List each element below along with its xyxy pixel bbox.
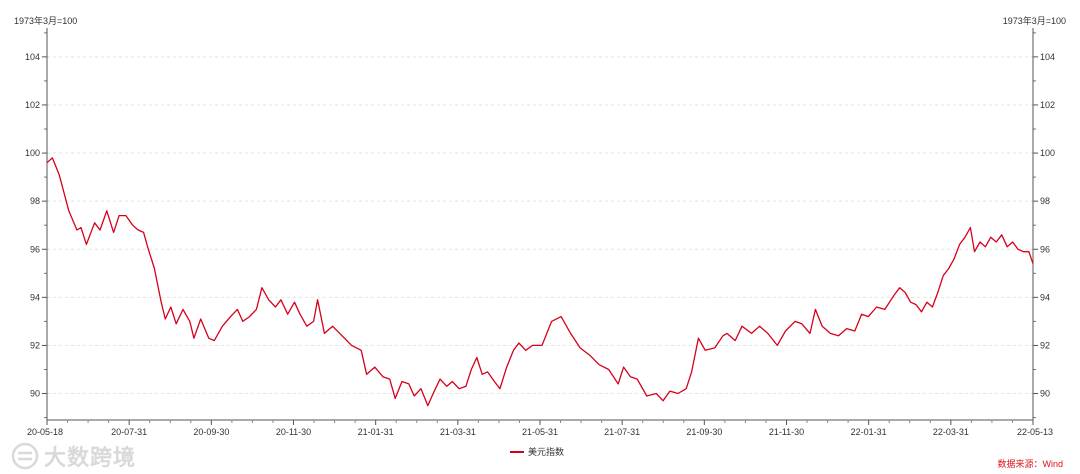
x-tick-label: 20-11-30 [276, 427, 311, 437]
source-note: 数据来源：Wind [997, 459, 1063, 469]
y-tick-label-left: 90 [30, 389, 40, 399]
y-tick-label-left: 96 [30, 244, 40, 254]
legend-swatch [510, 450, 524, 453]
x-tick-label: 22-01-31 [851, 427, 887, 437]
y-tick-label-left: 98 [30, 196, 40, 206]
watermark: 大数跨境 [10, 440, 136, 472]
y-tick-label-right: 100 [1040, 148, 1055, 158]
x-tick-label: 20-07-31 [111, 427, 147, 437]
x-tick-label: 21-07-31 [604, 427, 640, 437]
x-tick-label: 21-11-30 [769, 427, 804, 437]
y-tick-labels: 90 90 92 92 94 94 96 96 98 98 100 100 102 102 104 104 [25, 52, 1055, 399]
x-tick-label: 21-03-31 [440, 427, 476, 437]
x-tick-label: 21-05-31 [522, 427, 558, 437]
y-unit-right: 1973年3月=100 [1002, 16, 1066, 26]
grid-lines [47, 56, 1033, 395]
y-tick-label-right: 98 [1040, 196, 1050, 206]
y-tick-label-right: 96 [1040, 244, 1050, 254]
y-tick-label-right: 92 [1040, 340, 1050, 350]
watermark-text: 大数跨境 [44, 445, 137, 470]
x-tick-label: 20-05-18 [27, 427, 63, 437]
x-tick-labels: 20-05-18 20-07-31 20-09-30 20-11-30 21-01-31… [27, 427, 1053, 437]
y-unit-left: 1973年3月=100 [14, 16, 78, 26]
logo-icon [11, 442, 39, 470]
x-tick-label: 21-09-30 [686, 427, 722, 437]
y-tick-label-left: 100 [25, 148, 40, 158]
y-tick-label-right: 104 [1040, 52, 1055, 62]
y-tick-label-right: 94 [1040, 292, 1050, 302]
legend-label: 美元指数 [528, 447, 565, 457]
x-tick-label: 22-05-13 [1017, 427, 1053, 437]
x-tick-label: 21-01-31 [358, 427, 394, 437]
y-tick-label-left: 102 [25, 100, 40, 110]
series-line [46, 157, 1034, 407]
y-tick-label-left: 94 [30, 292, 40, 302]
y-tick-label-right: 102 [1040, 100, 1055, 110]
x-tick-label: 22-03-31 [933, 427, 969, 437]
axes [42, 28, 1038, 425]
series-lines [46, 157, 1034, 407]
y-tick-label-left: 92 [30, 340, 40, 350]
y-tick-label-right: 90 [1040, 389, 1050, 399]
y-tick-label-left: 104 [25, 52, 40, 62]
legend: 美元指数 [510, 445, 564, 458]
x-tick-label: 20-09-30 [193, 427, 229, 437]
